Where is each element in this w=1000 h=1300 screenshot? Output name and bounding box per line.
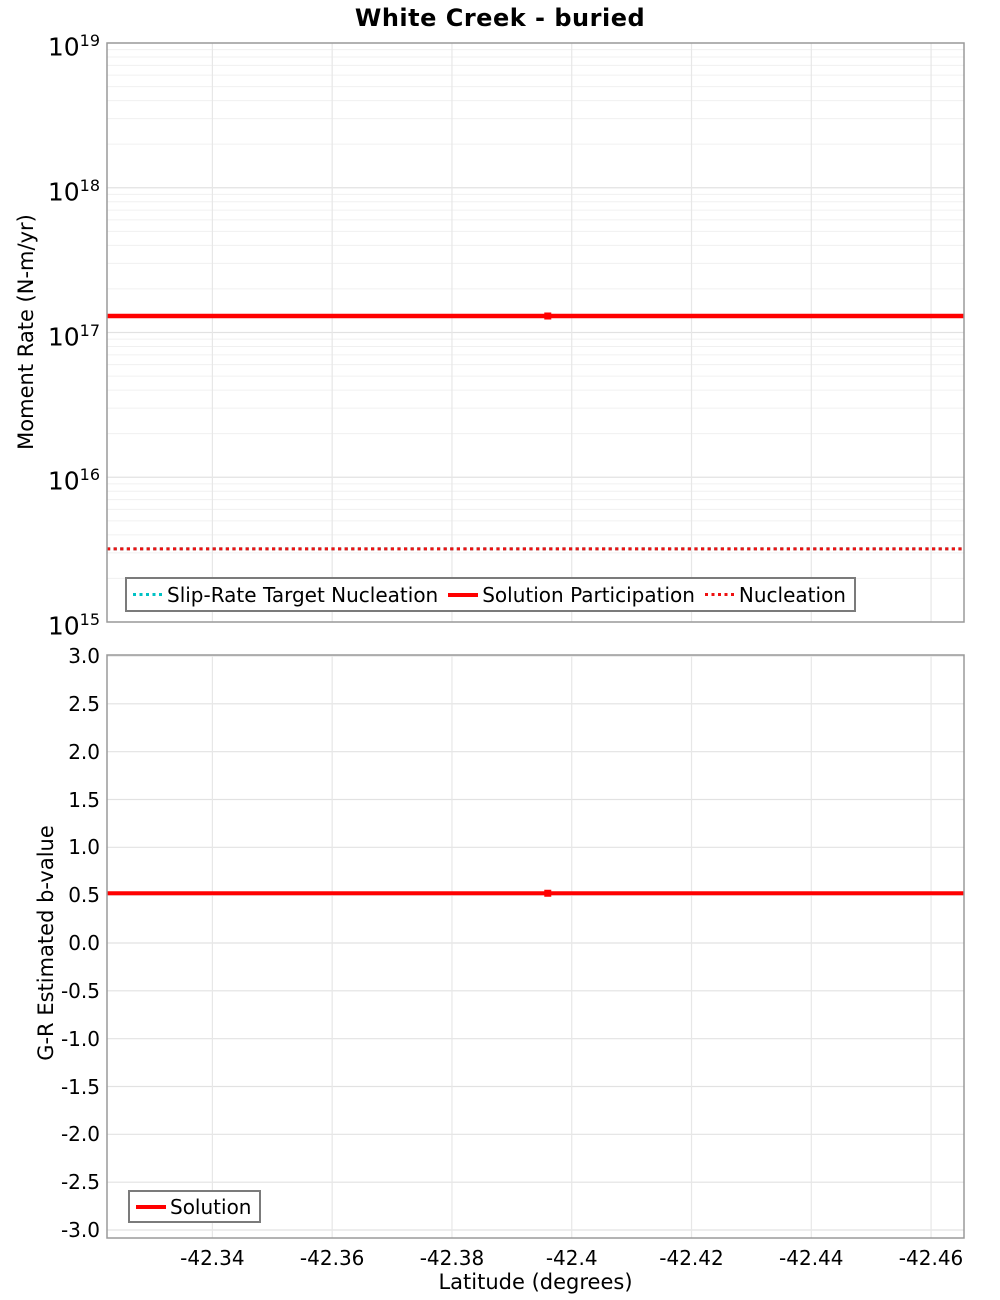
legend-label: Slip-Rate Target Nucleation [167, 582, 439, 607]
legend-label: Solution [170, 1194, 252, 1219]
chart-title: White Creek - buried [354, 4, 646, 32]
x-tick-label: -42.46 [898, 1246, 964, 1270]
y-tick-label: -2.0 [60, 1122, 100, 1147]
plot-frame [106, 654, 965, 1239]
y-tick-label: -2.5 [60, 1170, 100, 1195]
legend-line-sample-solid [448, 592, 479, 597]
y-tick-label: 1.5 [68, 787, 100, 812]
legend-item: Slip-Rate Target Nucleation [133, 583, 438, 607]
x-tick-label: -42.36 [299, 1246, 365, 1270]
x-tick-label: -42.38 [419, 1246, 485, 1270]
legend-line-sample-dotted [704, 593, 735, 596]
top-legend: Slip-Rate Target Nucleation Solution Part… [125, 577, 856, 612]
legend-line-sample-dotted [133, 593, 163, 596]
x-tick-label: -42.34 [180, 1246, 245, 1270]
y-tick-label: 1019 [47, 31, 100, 62]
y-tick-label: 1.0 [68, 835, 100, 860]
y-tick-label: 1016 [47, 465, 100, 496]
y-tick-label: 2.5 [68, 691, 100, 716]
legend-item: Nucleation [704, 582, 846, 607]
x-tick-label: -42.42 [659, 1246, 724, 1270]
top-plot-canvas [106, 42, 965, 623]
y-tick-label: -3.0 [60, 1218, 100, 1242]
x-tick-label: -42.44 [779, 1246, 844, 1270]
y-tick-label: 1015 [47, 610, 100, 641]
y-tick-label: 2.0 [68, 739, 100, 764]
y-tick-label: -0.5 [60, 978, 100, 1003]
y-tick-label: 0.5 [68, 883, 100, 908]
y-tick-label: -1.0 [60, 1026, 100, 1051]
plot-frame [106, 42, 965, 623]
x-tick-label: -42.4 [545, 1246, 598, 1270]
legend-item: Solution [136, 1195, 251, 1219]
legend-line-sample-solid [136, 1204, 166, 1209]
bottom-legend: Solution [128, 1190, 262, 1223]
y-tick-label: 1018 [47, 175, 100, 207]
legend-label: Solution Participation [482, 582, 695, 607]
series-marker [544, 312, 552, 320]
y-tick-label: 3.0 [68, 644, 100, 668]
legend-label: Nucleation [738, 582, 846, 607]
y-tick-label: 1017 [47, 320, 100, 351]
series-marker [544, 889, 552, 897]
x-axis-label: Latitude (degrees) [438, 1270, 633, 1294]
y-tick-label: -1.5 [60, 1074, 100, 1099]
y-tick-label: 0.0 [68, 931, 100, 955]
legend-item: Solution Participation [448, 583, 695, 607]
